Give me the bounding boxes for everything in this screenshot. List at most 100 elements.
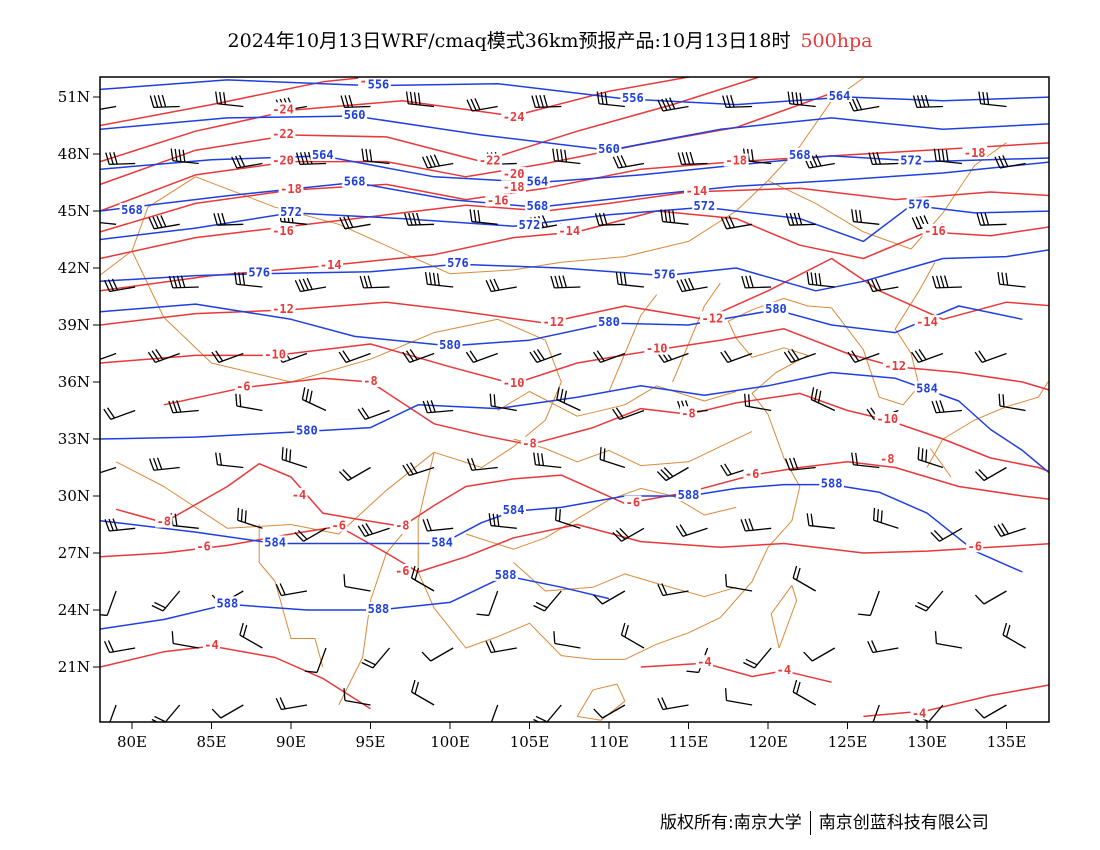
wind-barb [744,393,772,412]
height-label: 572 [519,218,541,232]
wind-barb [593,350,626,364]
wind-barb [720,350,753,364]
temperature-label: -10 [264,347,286,361]
height-label-bg [819,476,844,490]
wind-barb [660,209,689,225]
wind-barb [803,154,835,169]
temperature-label-bg [270,127,296,140]
temperature-label: -4 [777,663,791,677]
wind-barb [594,212,625,226]
wind-barb [170,148,199,165]
wind-barb [340,95,371,109]
temperature-label-bg [393,564,411,577]
wind-barb [593,590,626,605]
temperature-label-bg [684,184,709,197]
temperature-label: -6 [967,539,981,553]
temperature-label-bg [743,467,761,481]
wind-barb [294,277,327,293]
y-tick-label: 51N [58,88,90,106]
height-label: 560 [598,142,620,156]
border-line [767,142,1007,250]
wind-barb [405,91,435,108]
temperature-isoline [863,684,1049,718]
height-label-bg [493,567,519,581]
wind-barb [488,513,517,529]
temperature-label-bg [485,193,511,207]
wind-barb [930,527,963,542]
border-line [258,524,324,668]
wind-barb [469,209,498,225]
height-label-bg [620,90,646,104]
wind-barb [657,583,689,597]
x-tick-label: 85E [196,733,226,751]
height-label-bg [366,77,391,91]
title-main: 2024年10月13日WRF/cmaq模式36km预报产品:10月13日18时 [227,30,791,52]
height-label: 568 [121,203,143,217]
temperature-isoline [100,77,762,186]
wind-barb [294,527,327,542]
temperature-label-bg [501,180,526,194]
height-label-bg [525,174,550,188]
height-label-bg [294,423,320,437]
wind-barb [792,565,817,592]
wind-barb [612,407,645,421]
wind-barb [215,91,244,108]
wind-barb [1002,622,1026,649]
wind-barb [343,574,371,592]
wind-barb [338,350,371,364]
x-tick-label: 80E [117,733,147,751]
temperature-label: -18 [280,182,302,196]
temperature-label: -16 [924,224,946,238]
height-label-bg [215,596,240,610]
height-label: 572 [694,199,716,213]
x-tick-label: 120E [748,733,788,751]
y-tick-label: 45N [58,202,90,220]
x-tick-label: 115E [669,733,709,751]
map-title: 2024年10月13日WRF/cmaq模式36km预报产品:10月13日18时 5… [0,26,1100,53]
wind-barb [873,507,899,529]
wind-barb [974,590,1007,605]
temperature-label-bg [922,223,948,237]
wind-barb [917,447,944,469]
wind-barb [931,400,963,414]
y-tick-label: 24N [58,601,90,619]
wind-barb [931,275,963,289]
wind-barb [556,387,581,412]
wind-barb [934,631,963,649]
temperature-label: -8 [363,374,377,388]
wind-barb [215,452,244,469]
temperature-label-bg [520,436,539,450]
temperature-label: -6 [196,539,210,553]
wind-barb [424,271,454,288]
temperature-label: -14 [916,315,938,329]
temperature-label-bg [644,341,670,355]
wind-barb [783,349,816,364]
wind-barb [466,98,498,112]
temperature-label-bg [914,315,940,329]
wind-barb [171,631,199,649]
temperature-label: -6 [236,380,250,394]
wind-barb [466,457,498,471]
height-label: 588 [678,488,700,502]
wind-barb [343,688,371,706]
wind-barb [338,466,371,482]
height-label: 576 [654,268,676,282]
temperature-label-bg [501,109,526,123]
x-tick-label: 105E [510,733,550,751]
temperature-label-bg [270,153,296,167]
temperature-isoline [100,142,1049,233]
border-line [402,77,864,275]
wind-barb [485,278,517,293]
wind-barb [612,527,645,542]
wind-barb [234,271,263,288]
wind-barb [784,457,816,471]
wind-barb [847,350,880,364]
x-tick-label: 95E [355,733,385,751]
temperature-label: -18 [964,146,986,160]
wind-barb [998,393,1026,412]
height-label: 576 [248,266,270,280]
temperature-label: -16 [487,194,509,208]
wind-barb [421,647,454,662]
wind-barb [848,98,880,112]
temperature-label-bg [556,223,582,237]
